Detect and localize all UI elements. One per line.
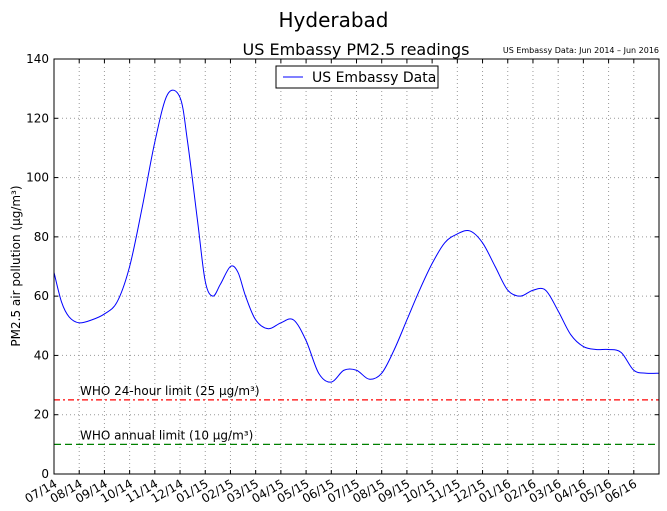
y-tick-label: 60 bbox=[34, 289, 49, 303]
grid-layer bbox=[54, 59, 659, 474]
y-axis-label: PM2.5 air pollution (µg/m³) bbox=[9, 185, 23, 346]
figure-suptitle: Hyderabad bbox=[278, 8, 389, 32]
y-tick-label: 80 bbox=[34, 230, 49, 244]
y-tick-label: 0 bbox=[41, 467, 49, 481]
legend-box bbox=[275, 65, 439, 89]
y-tick-label: 120 bbox=[26, 111, 49, 125]
reference-lines: WHO 24-hour limit (25 µg/m³) WHO annual l… bbox=[54, 384, 659, 445]
reference-line-label: WHO 24-hour limit (25 µg/m³) bbox=[80, 384, 260, 398]
y-tick-label: 40 bbox=[34, 348, 49, 362]
reference-line-label: WHO annual limit (10 µg/m³) bbox=[80, 428, 253, 442]
source-note: US Embassy Data: Jun 2014 – Jun 2016 bbox=[502, 46, 659, 55]
legend-label: US Embassy Data bbox=[312, 70, 436, 86]
series-line bbox=[53, 89, 660, 383]
legend: US Embassy Data bbox=[275, 65, 439, 89]
tick-layer: 02040608010012014007/1408/1409/1410/1411… bbox=[23, 52, 659, 506]
y-tick-label: 20 bbox=[34, 408, 49, 422]
series-layer bbox=[53, 89, 660, 383]
y-tick-label: 140 bbox=[26, 52, 49, 66]
y-tick-label: 100 bbox=[26, 171, 49, 185]
chart-title: US Embassy PM2.5 readings bbox=[242, 40, 470, 59]
